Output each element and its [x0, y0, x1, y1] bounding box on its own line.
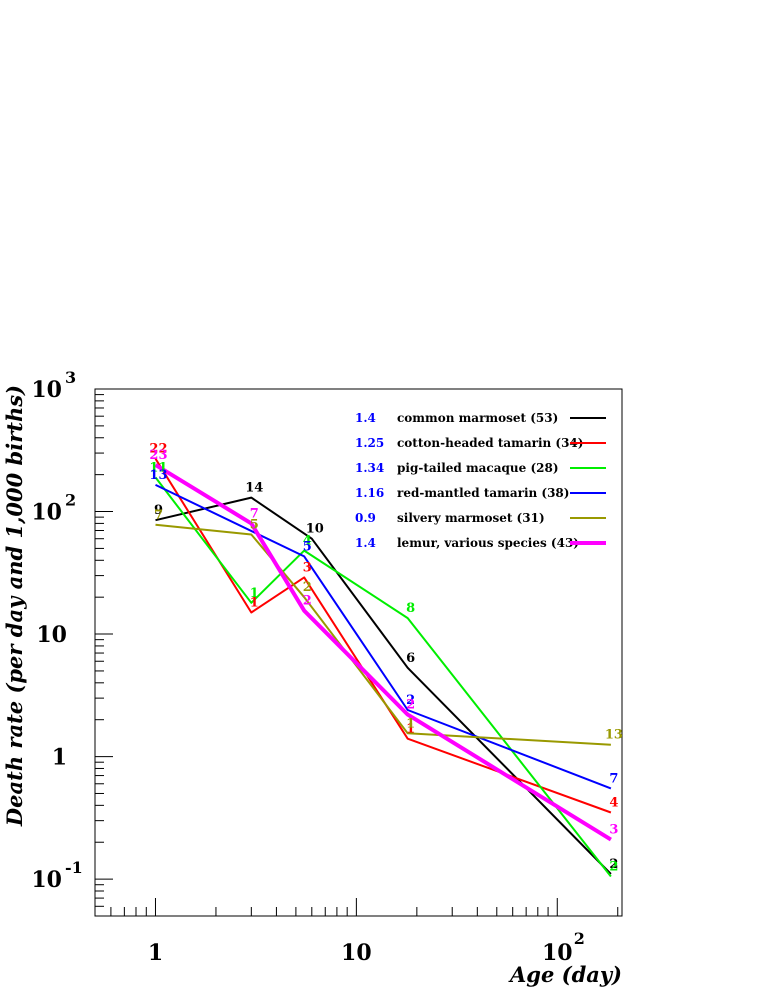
data-label: 1 — [250, 595, 259, 610]
y-tick-label: 10 — [31, 377, 62, 403]
data-label: 3 — [303, 560, 312, 575]
y-tick-exponent: -1 — [65, 858, 83, 877]
legend: 1.4 common marmoset (53) 1.25 cotton-headed… — [355, 411, 606, 550]
legend-entry-label: lemur, various species (43) — [397, 536, 579, 550]
data-label: 1 — [250, 586, 259, 601]
data-label: 8 — [406, 601, 415, 616]
data-label: 5 — [303, 539, 312, 554]
x-tick-label: 1 — [148, 940, 163, 966]
data-label: 4 — [303, 534, 312, 549]
plot-frame — [94, 388, 623, 917]
data-label: 10 — [306, 522, 324, 537]
y-tick-label: 1 — [52, 745, 67, 771]
legend-entry-label: cotton-headed tamarin (34) — [397, 436, 583, 450]
x-tick-label: 10 — [542, 940, 573, 966]
y-tick-label: 10 — [31, 500, 62, 526]
data-label: 2 — [406, 693, 415, 708]
legend-value: 1.4 — [355, 411, 376, 425]
data-label: 4 — [609, 795, 618, 810]
data-label: 11 — [149, 460, 167, 475]
data-label: 14 — [245, 481, 263, 496]
series-lines — [154, 458, 612, 878]
data-label: 1 — [406, 716, 415, 731]
data-label: 7 — [154, 508, 163, 523]
data-label: 5 — [250, 517, 259, 532]
data-label: 2 — [609, 857, 618, 872]
legend-value: 1.25 — [355, 436, 384, 450]
data-label: 2 — [303, 594, 312, 609]
data-label: 13 — [605, 728, 623, 743]
y-tick-label: 10 — [31, 867, 62, 893]
data-label: 3 — [609, 823, 618, 838]
y-tick-exponent: 2 — [65, 491, 76, 510]
x-tick-exponent: 2 — [574, 929, 585, 948]
data-label: 9 — [154, 503, 163, 518]
series-line — [154, 476, 612, 878]
legend-value: 1.4 — [355, 536, 376, 550]
data-label: 2 — [406, 698, 415, 713]
legend-entry-label: common marmoset (53) — [397, 411, 558, 425]
data-label: 1 — [406, 722, 415, 737]
series-line — [155, 496, 612, 875]
data-label: 2 — [609, 860, 618, 875]
data-label: 7 — [250, 506, 259, 521]
data-label: 22 — [149, 442, 167, 457]
data-label: 6 — [406, 651, 415, 666]
data-label: 13 — [149, 468, 167, 483]
legend-value: 0.9 — [355, 511, 376, 525]
series-line — [154, 463, 612, 842]
series-line — [155, 523, 611, 746]
x-axis-title: Age (day) — [508, 962, 622, 987]
y-axis-title: Death rate (per day and 1,000 births) — [2, 385, 27, 827]
legend-entry-label: pig-tailed macaque (28) — [397, 461, 559, 475]
data-label: 7 — [609, 771, 618, 786]
legend-value: 1.34 — [355, 461, 384, 475]
data-label: 2 — [303, 580, 312, 595]
legend-value: 1.16 — [355, 486, 384, 500]
legend-entry-label: silvery marmoset (31) — [397, 511, 545, 525]
y-tick-exponent: 3 — [65, 368, 76, 387]
series-line — [155, 483, 612, 790]
data-label: 23 — [149, 448, 167, 463]
legend-entry-label: red-mantled tamarin (38) — [397, 486, 569, 500]
y-tick-label: 10 — [36, 622, 67, 648]
x-tick-label: 10 — [341, 940, 372, 966]
